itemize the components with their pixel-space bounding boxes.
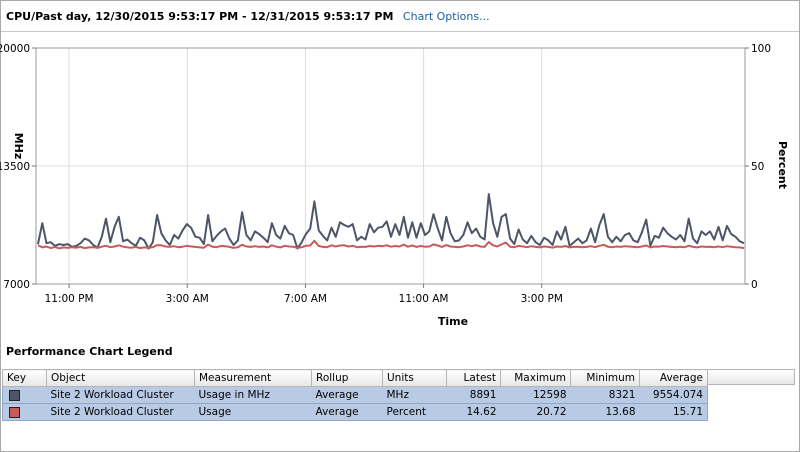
header-divider <box>1 31 799 32</box>
column-header-units[interactable]: Units <box>382 369 447 387</box>
legend-row[interactable]: Site 2 Workload Cluster Usage in MHz Ave… <box>2 386 708 404</box>
units-cell: Percent <box>382 403 447 421</box>
column-header-key[interactable]: Key <box>2 369 47 387</box>
y-left-axis-label: MHz <box>12 133 25 160</box>
performance-chart: 11:00 PM 3:00 AM 7:00 AM 11:00 AM 3:00 PM 200… <box>0 43 789 328</box>
column-header-object[interactable]: Object <box>46 369 195 387</box>
x-tick-label: 3:00 PM <box>521 293 563 305</box>
measurement-cell: Usage <box>194 403 312 421</box>
measurement-cell: Usage in MHz <box>194 386 312 404</box>
y-right-tick-label: 50 <box>751 161 764 173</box>
average-cell: 9554.074 <box>639 386 708 404</box>
latest-cell: 8891 <box>446 386 501 404</box>
maximum-cell: 20.72 <box>500 403 571 421</box>
legend-title: Performance Chart Legend <box>6 345 173 358</box>
y-right-tick-label: 100 <box>751 43 771 55</box>
legend-table: Key Object Measurement Rollup Units Late… <box>2 369 708 421</box>
latest-cell: 14.62 <box>446 403 501 421</box>
average-cell: 15.71 <box>639 403 708 421</box>
maximum-cell: 12598 <box>500 386 571 404</box>
column-header-measurement[interactable]: Measurement <box>194 369 312 387</box>
y-left-tick-label: 20000 <box>0 43 30 55</box>
y-left-tick-label: 13500 <box>0 161 30 173</box>
chart-options-link[interactable]: Chart Options... <box>402 10 490 23</box>
y-left-tick-label: 7000 <box>3 279 30 291</box>
column-header-minimum[interactable]: Minimum <box>570 369 640 387</box>
x-axis-label: Time <box>438 315 468 328</box>
legend-header-filler <box>707 369 795 385</box>
object-cell: Site 2 Workload Cluster <box>46 403 195 421</box>
column-header-maximum[interactable]: Maximum <box>500 369 571 387</box>
x-tick-label: 11:00 AM <box>399 293 449 305</box>
legend-row[interactable]: Site 2 Workload Cluster Usage Average Pe… <box>2 403 708 421</box>
series-line-usage-mhz <box>37 193 745 250</box>
object-cell: Site 2 Workload Cluster <box>46 386 195 404</box>
x-tick-label: 7:00 AM <box>284 293 327 305</box>
chart-series <box>37 193 745 250</box>
chart-title: CPU/Past day, 12/30/2015 9:53:17 PM - 12… <box>6 10 394 23</box>
minimum-cell: 8321 <box>570 386 640 404</box>
axis-ticks: 11:00 PM 3:00 AM 7:00 AM 11:00 AM 3:00 PM 200… <box>0 43 771 305</box>
column-header-rollup[interactable]: Rollup <box>311 369 383 387</box>
chart-header: CPU/Past day, 12/30/2015 9:53:17 PM - 12… <box>6 10 490 26</box>
rollup-cell: Average <box>311 403 383 421</box>
x-tick-label: 3:00 AM <box>166 293 209 305</box>
series-color-swatch <box>9 406 20 418</box>
series-color-swatch <box>9 389 20 401</box>
x-tick-label: 11:00 PM <box>45 293 94 305</box>
series-line-usage-percent <box>37 239 745 250</box>
column-header-average[interactable]: Average <box>639 369 708 387</box>
units-cell: MHz <box>382 386 447 404</box>
minimum-cell: 13.68 <box>570 403 640 421</box>
y-right-axis-label: Percent <box>776 141 789 189</box>
column-header-latest[interactable]: Latest <box>446 369 501 387</box>
rollup-cell: Average <box>311 386 383 404</box>
y-right-tick-label: 0 <box>751 279 758 291</box>
